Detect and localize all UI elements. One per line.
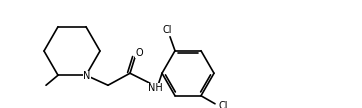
- Text: N: N: [83, 71, 91, 81]
- Text: Cl: Cl: [162, 25, 172, 35]
- Text: NH: NH: [148, 83, 163, 93]
- Text: Cl: Cl: [218, 101, 228, 108]
- Text: O: O: [135, 48, 143, 58]
